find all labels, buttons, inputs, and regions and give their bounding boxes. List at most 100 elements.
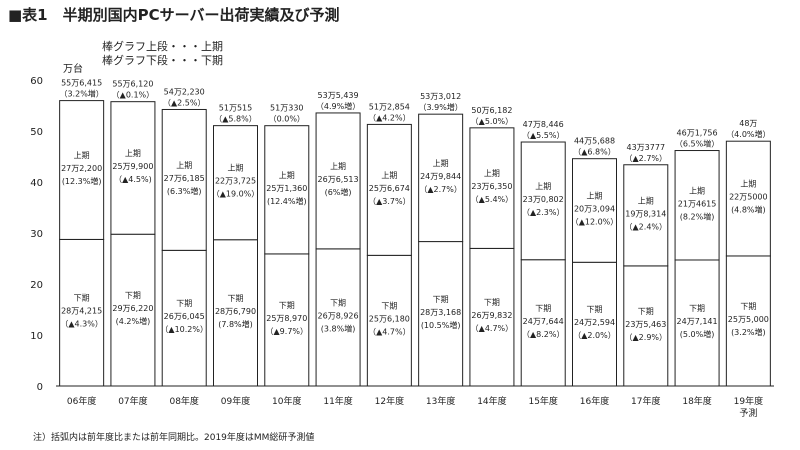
- x-category-label: 09年度: [221, 395, 250, 407]
- x-category-label: 14年度: [477, 395, 506, 407]
- y-tick-label: 50: [30, 127, 43, 138]
- upper-segment-name: 上期: [535, 182, 551, 191]
- upper-segment-value: 23万0,802: [523, 195, 564, 204]
- bar-lower-segment: [315, 248, 361, 387]
- bar-total-change: （0.0%）: [269, 115, 305, 124]
- upper-segment-name: 上期: [433, 159, 449, 168]
- upper-segment-change: （▲19.0%）: [212, 190, 260, 199]
- lower-segment-value: 26万6,045: [164, 312, 205, 321]
- upper-segment-value: 22万3,725: [215, 177, 256, 186]
- bar-upper-segment: [623, 164, 669, 267]
- lower-segment-name: 下期: [740, 302, 756, 311]
- y-tick-label: 0: [37, 382, 43, 393]
- upper-segment-value: 20万3,094: [574, 204, 615, 213]
- upper-segment-name: 上期: [587, 191, 603, 200]
- lower-segment-change: (10.5%増): [421, 320, 461, 330]
- upper-segment-change: （▲2.7%）: [419, 185, 461, 194]
- x-category-label: 19年度: [734, 395, 763, 407]
- x-category-label: 11年度: [323, 395, 352, 407]
- upper-segment-value: 26万6,513: [318, 175, 359, 184]
- lower-segment-value: 24万2,594: [574, 318, 615, 327]
- legend: 棒グラフ上段・・・上期 棒グラフ下段・・・下期: [102, 40, 223, 68]
- bar-total-change: （▲5.5%）: [522, 131, 564, 140]
- bar-total-change: （▲0.1%）: [112, 91, 154, 100]
- bar-total-change: （▲2.5%）: [163, 98, 205, 107]
- bar-upper-segment: [418, 113, 464, 243]
- bar-lower-segment: [213, 239, 258, 387]
- bar-total-change: （▲4.2%）: [368, 113, 410, 122]
- lower-segment-value: 24万7,141: [677, 317, 718, 326]
- y-tick-label: 30: [30, 229, 43, 240]
- upper-segment-name: 上期: [74, 151, 90, 160]
- bar-total-label: 50万6,182: [471, 106, 512, 115]
- bar-lower-segment: [366, 254, 412, 387]
- upper-segment-name: 上期: [228, 164, 244, 173]
- lower-segment-name: 下期: [638, 307, 654, 316]
- upper-segment-value: 25万9,900: [112, 162, 153, 171]
- bar-total-label: 51万515: [219, 104, 252, 113]
- lower-segment-name: 下期: [381, 302, 397, 311]
- upper-segment-name: 上期: [176, 161, 192, 170]
- upper-segment-name: 上期: [740, 180, 756, 189]
- page-title: ■表1 半期別国内PCサーバー出荷実績及び予測: [8, 6, 340, 24]
- upper-segment-change: （▲2.4%）: [625, 222, 667, 231]
- lower-segment-name: 下期: [689, 304, 705, 313]
- upper-segment-change: (6%増): [325, 187, 352, 197]
- lower-segment-name: 下期: [587, 305, 603, 314]
- upper-segment-value: 21万4615: [678, 199, 717, 208]
- upper-segment-change: （▲5.4%）: [471, 195, 513, 204]
- bar-upper-segment: [110, 101, 156, 235]
- bar-total-label: 51万330: [270, 104, 303, 113]
- lower-segment-name: 下期: [433, 295, 449, 304]
- y-axis-unit: 万台: [63, 64, 83, 75]
- upper-segment-value: 25万1,360: [266, 184, 307, 193]
- upper-segment-change: (4.8%増): [731, 205, 766, 215]
- lower-segment-value: 23万5,463: [625, 320, 666, 329]
- lower-segment-value: 25万6,180: [369, 315, 410, 324]
- upper-segment-name: 上期: [381, 171, 397, 180]
- lower-segment-value: 25万8,970: [266, 314, 307, 323]
- lower-segment-value: 24万7,644: [523, 317, 564, 326]
- upper-segment-change: （▲4.5%): [114, 175, 152, 184]
- bar-lower-segment: [623, 265, 669, 387]
- bar-lower-segment: [418, 241, 464, 387]
- y-tick-label: 20: [30, 280, 43, 291]
- x-category-label: 18年度: [682, 395, 711, 407]
- lower-segment-change: （▲10.2%）: [160, 325, 208, 334]
- bar-upper-segment: [59, 100, 105, 240]
- upper-segment-value: 22万5000: [729, 193, 768, 202]
- x-category-label: 06年度: [67, 395, 96, 407]
- upper-segment-change: (12.4%増): [267, 196, 307, 206]
- bar-upper-segment: [366, 123, 412, 256]
- upper-segment-value: 19万8,314: [625, 209, 666, 218]
- bar-upper-segment: [520, 141, 566, 261]
- lower-segment-name: 下期: [228, 294, 244, 303]
- upper-segment-name: 上期: [689, 186, 705, 195]
- lower-segment-change: （▲4.3%）: [60, 320, 102, 329]
- lower-segment-change: (3.8%増): [321, 323, 356, 333]
- x-category-label: 10年度: [272, 395, 301, 407]
- x-category-label: 12年度: [375, 395, 404, 407]
- x-category-label: 17年度: [631, 395, 660, 407]
- lower-segment-value: 28万4,215: [61, 307, 102, 316]
- bar-upper-segment: [725, 140, 771, 257]
- bar-total-change: （▲5.0%）: [471, 117, 513, 126]
- bar-total-change: （3.2%増）: [59, 89, 103, 99]
- bar-lower-segment: [520, 259, 566, 387]
- lower-segment-change: (4.2%増): [116, 316, 151, 326]
- lower-segment-change: (5.0%増): [680, 329, 715, 339]
- upper-segment-name: 上期: [125, 149, 141, 158]
- bar-total-change: （▲2.7%）: [625, 154, 667, 163]
- upper-segment-change: (8.2%増): [680, 211, 715, 221]
- bar-lower-segment: [725, 255, 771, 387]
- lower-segment-name: 下期: [125, 291, 141, 300]
- lower-segment-name: 下期: [279, 301, 295, 310]
- upper-segment-change: （▲2.3%）: [522, 208, 564, 217]
- upper-segment-value: 24万9,844: [420, 172, 461, 181]
- bar-lower-segment: [110, 233, 156, 387]
- lower-segment-value: 28万6,790: [215, 307, 256, 316]
- bar-upper-segment: [161, 108, 207, 251]
- upper-segment-change: (6.3%増): [167, 186, 202, 196]
- lower-segment-change: （▲8.2%）: [522, 330, 564, 339]
- upper-segment-change: （▲3.7%）: [368, 197, 410, 206]
